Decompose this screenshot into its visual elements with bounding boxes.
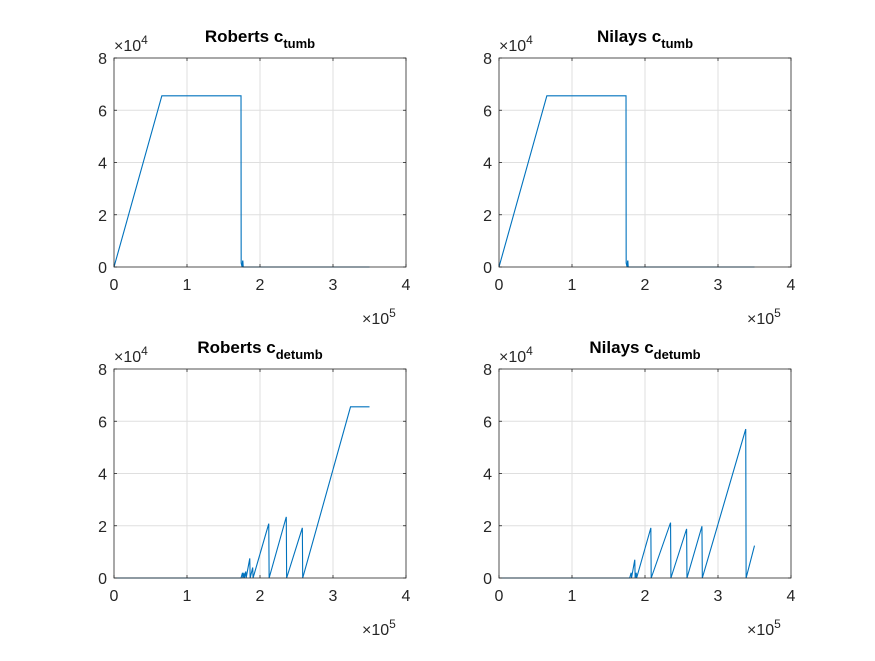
x-tick-label: 4 <box>787 588 796 605</box>
y-multiplier-base: ×10 <box>499 38 526 55</box>
y-tick-label: 4 <box>98 156 107 173</box>
y-tick-label: 4 <box>483 467 492 484</box>
y-multiplier-exponent: 4 <box>526 344 533 358</box>
y-tick-label: 4 <box>483 156 492 173</box>
x-multiplier-exponent: 5 <box>774 617 781 631</box>
y-tick-label: 0 <box>483 571 492 588</box>
y-tick-label: 0 <box>98 260 107 277</box>
y-tick-label: 6 <box>483 103 492 120</box>
x-tick-label: 0 <box>110 588 119 605</box>
y-tick-label: 6 <box>98 414 107 431</box>
x-tick-label: 4 <box>787 277 796 294</box>
y-multiplier: ×104 <box>114 33 148 55</box>
x-multiplier-base: ×10 <box>362 311 389 328</box>
subplot-title: Roberts ctumb <box>205 27 315 51</box>
x-tick-label: 3 <box>329 588 338 605</box>
y-tick-label: 4 <box>98 467 107 484</box>
x-multiplier-exponent: 5 <box>774 306 781 320</box>
x-tick-label: 1 <box>568 588 577 605</box>
y-multiplier-exponent: 4 <box>526 33 533 47</box>
y-tick-label: 6 <box>98 103 107 120</box>
x-multiplier-exponent: 5 <box>389 306 396 320</box>
title-subscript: detumb <box>276 347 323 362</box>
x-multiplier: ×105 <box>747 306 781 328</box>
y-tick-label: 8 <box>483 51 492 68</box>
title-main: Roberts c <box>205 27 283 46</box>
subplot-title: Nilays ctumb <box>597 27 693 51</box>
x-multiplier: ×105 <box>747 617 781 639</box>
x-multiplier-exponent: 5 <box>389 617 396 631</box>
y-multiplier: ×104 <box>499 33 533 55</box>
y-multiplier-base: ×10 <box>114 349 141 366</box>
y-multiplier: ×104 <box>499 344 533 366</box>
x-multiplier-base: ×10 <box>747 311 774 328</box>
y-tick-label: 0 <box>483 260 492 277</box>
x-tick-label: 1 <box>183 588 192 605</box>
title-subscript: tumb <box>661 36 693 51</box>
x-tick-label: 2 <box>641 277 650 294</box>
title-main: Roberts c <box>197 338 275 357</box>
y-multiplier-base: ×10 <box>114 38 141 55</box>
subplot-title: Roberts cdetumb <box>197 338 322 362</box>
y-tick-label: 2 <box>98 208 107 225</box>
y-tick-label: 0 <box>98 571 107 588</box>
y-multiplier-exponent: 4 <box>141 344 148 358</box>
x-tick-label: 2 <box>256 277 265 294</box>
subplot-title: Nilays cdetumb <box>589 338 700 362</box>
y-multiplier-exponent: 4 <box>141 33 148 47</box>
x-tick-label: 1 <box>183 277 192 294</box>
x-tick-label: 4 <box>402 277 411 294</box>
x-multiplier-base: ×10 <box>747 622 774 639</box>
x-tick-label: 2 <box>256 588 265 605</box>
title-main: Nilays c <box>589 338 653 357</box>
y-tick-label: 8 <box>483 362 492 379</box>
x-tick-label: 0 <box>495 277 504 294</box>
x-tick-label: 3 <box>714 277 723 294</box>
title-subscript: tumb <box>283 36 315 51</box>
title-subscript: detumb <box>654 347 701 362</box>
x-tick-label: 2 <box>641 588 650 605</box>
x-multiplier: ×105 <box>362 617 396 639</box>
y-tick-label: 2 <box>483 519 492 536</box>
y-tick-label: 8 <box>98 362 107 379</box>
x-tick-label: 4 <box>402 588 411 605</box>
x-multiplier-base: ×10 <box>362 622 389 639</box>
x-multiplier: ×105 <box>362 306 396 328</box>
x-tick-label: 3 <box>329 277 338 294</box>
y-tick-label: 2 <box>98 519 107 536</box>
x-tick-label: 0 <box>110 277 119 294</box>
x-tick-label: 1 <box>568 277 577 294</box>
y-tick-label: 8 <box>98 51 107 68</box>
x-tick-label: 3 <box>714 588 723 605</box>
y-multiplier-base: ×10 <box>499 349 526 366</box>
y-tick-label: 2 <box>483 208 492 225</box>
series-line <box>114 406 370 579</box>
y-multiplier: ×104 <box>114 344 148 366</box>
title-main: Nilays c <box>597 27 661 46</box>
y-tick-label: 6 <box>483 414 492 431</box>
x-tick-label: 0 <box>495 588 504 605</box>
